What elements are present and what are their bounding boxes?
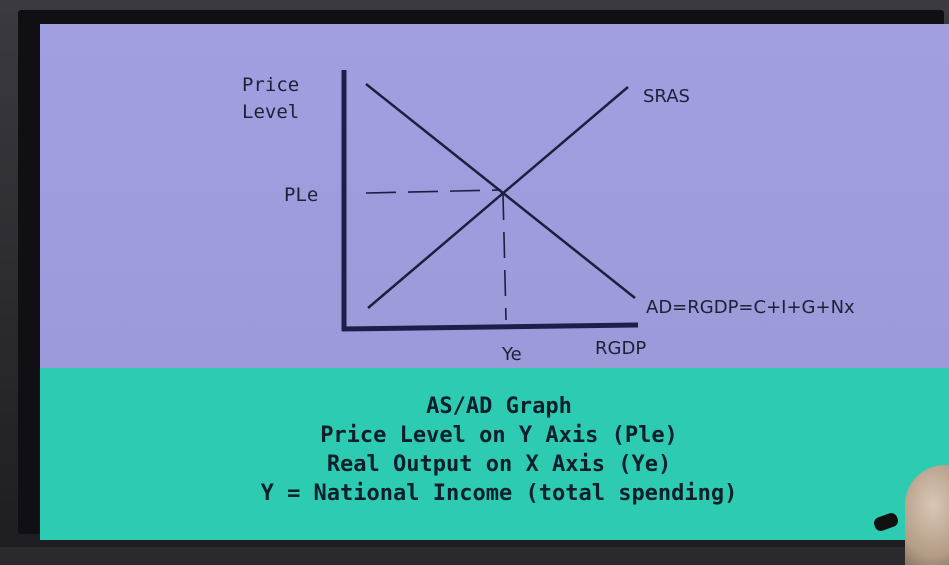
caption-panel: AS/AD Graph Price Level on Y Axis (Ple) … bbox=[40, 368, 949, 540]
ad-label: AD=RGDP=C+I+G+Nx bbox=[646, 297, 855, 318]
x-axis bbox=[341, 322, 639, 332]
y-tick-label-ple: PLe bbox=[284, 184, 318, 206]
equilibrium-price-guide bbox=[365, 189, 502, 194]
caption-title: AS/AD Graph bbox=[426, 394, 572, 419]
equilibrium-output-guide bbox=[502, 193, 507, 321]
ad-curve bbox=[365, 83, 636, 299]
caption-text: AS/AD Graph Price Level on Y Axis (Ple) … bbox=[40, 392, 949, 508]
x-tick-label-ye: Ye bbox=[501, 344, 522, 365]
sras-label: SRAS bbox=[643, 86, 690, 107]
graph-panel: Price Level PLe Ye RGDP SRAS AD=RGDP=C+I… bbox=[40, 24, 949, 368]
y-axis-label-line1: Price bbox=[242, 74, 299, 96]
x-axis-label: RGDP bbox=[595, 338, 646, 359]
slide: Price Level PLe Ye RGDP SRAS AD=RGDP=C+I… bbox=[40, 24, 949, 540]
caption-line-3: Real Output on X Axis (Ye) bbox=[326, 452, 672, 477]
projector-screen: Price Level PLe Ye RGDP SRAS AD=RGDP=C+I… bbox=[18, 10, 949, 540]
caption-line-2: Price Level on Y Axis (Ple) bbox=[320, 423, 678, 448]
as-ad-diagram: Price Level PLe Ye RGDP SRAS AD=RGDP=C+I… bbox=[242, 70, 855, 365]
y-axis-label-line2: Level bbox=[242, 101, 299, 123]
caption-line-4: Y = National Income (total spending) bbox=[260, 481, 738, 506]
sras-curve bbox=[367, 86, 629, 309]
